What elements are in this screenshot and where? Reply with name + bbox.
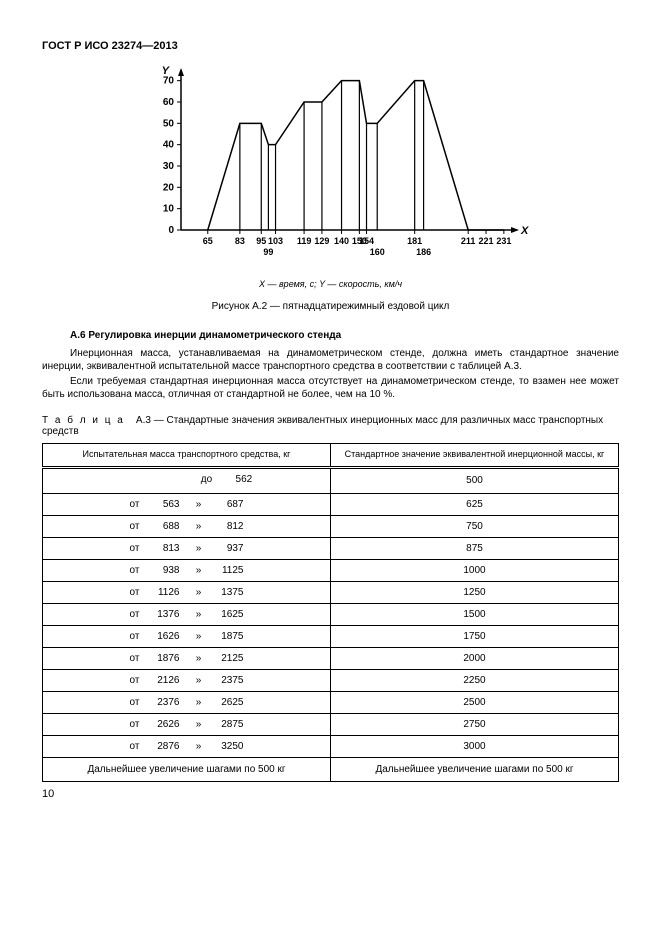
col-header-2: Стандартное значение эквивалентной инерц… xyxy=(331,444,619,468)
table-row: от1626»18751750 xyxy=(43,625,619,647)
paragraph-2: Если требуемая стандартная инерционная м… xyxy=(42,375,619,401)
range-cell: от1126»1375 xyxy=(43,581,331,603)
svg-text:0: 0 xyxy=(168,225,174,236)
col-header-1: Испытательная масса транспортного средст… xyxy=(43,444,331,468)
svg-text:99: 99 xyxy=(263,247,273,257)
paragraph-1: Инерционная масса, устанавливаемая на ди… xyxy=(42,347,619,373)
svg-text:129: 129 xyxy=(314,236,329,246)
svg-text:221: 221 xyxy=(478,236,493,246)
table-row: от2626»28752750 xyxy=(43,713,619,735)
range-cell: от2126»2375 xyxy=(43,669,331,691)
chart-container: YX01020304050607065839510311912914015015… xyxy=(42,60,619,273)
svg-text:211: 211 xyxy=(460,236,475,246)
value-cell: 2500 xyxy=(331,691,619,713)
value-cell: 1750 xyxy=(331,625,619,647)
page-number: 10 xyxy=(42,788,619,800)
table-row: от2876»32503000 xyxy=(43,735,619,757)
svg-text:154: 154 xyxy=(358,236,373,246)
range-cell: от938»1125 xyxy=(43,559,331,581)
document-header: ГОСТ Р ИСО 23274—2013 xyxy=(42,40,619,52)
section-heading: А.6 Регулировка инерции динамометрическо… xyxy=(70,330,619,341)
range-cell: от2376»2625 xyxy=(43,691,331,713)
range-cell: от1626»1875 xyxy=(43,625,331,647)
svg-text:95: 95 xyxy=(256,236,266,246)
range-cell: до562 xyxy=(43,467,331,493)
range-cell: от2626»2875 xyxy=(43,713,331,735)
value-cell: 1250 xyxy=(331,581,619,603)
value-cell: 2250 xyxy=(331,669,619,691)
svg-text:X: X xyxy=(520,225,529,237)
footer-cell-right: Дальнейшее увеличение шагами по 500 кг xyxy=(331,757,619,781)
svg-text:160: 160 xyxy=(369,247,384,257)
value-cell: 1500 xyxy=(331,603,619,625)
table-header-row: Испытательная масса транспортного средст… xyxy=(43,444,619,468)
svg-text:231: 231 xyxy=(496,236,511,246)
axis-legend: X — время, с; Y — скорость, км/ч xyxy=(42,279,619,289)
svg-text:140: 140 xyxy=(334,236,349,246)
range-cell: от813»937 xyxy=(43,537,331,559)
table-row: от1126»13751250 xyxy=(43,581,619,603)
value-cell: 1000 xyxy=(331,559,619,581)
inertia-table: Испытательная масса транспортного средст… xyxy=(42,443,619,782)
svg-text:65: 65 xyxy=(202,236,212,246)
svg-text:186: 186 xyxy=(416,247,431,257)
table-row: до562500 xyxy=(43,467,619,493)
value-cell: 500 xyxy=(331,467,619,493)
figure-caption: Рисунок А.2 — пятнадцатирежимный ездовой… xyxy=(42,301,619,312)
svg-text:40: 40 xyxy=(162,140,174,151)
table-row: от1876»21252000 xyxy=(43,647,619,669)
range-cell: от688»812 xyxy=(43,515,331,537)
table-row: от2376»26252500 xyxy=(43,691,619,713)
svg-text:10: 10 xyxy=(162,204,174,215)
table-row: от813»937875 xyxy=(43,537,619,559)
value-cell: 2000 xyxy=(331,647,619,669)
svg-text:20: 20 xyxy=(162,182,174,193)
svg-text:83: 83 xyxy=(234,236,244,246)
svg-text:181: 181 xyxy=(407,236,422,246)
table-row: от2126»23752250 xyxy=(43,669,619,691)
range-cell: от563»687 xyxy=(43,493,331,515)
range-cell: от1376»1625 xyxy=(43,603,331,625)
svg-text:103: 103 xyxy=(268,236,283,246)
svg-text:70: 70 xyxy=(162,76,174,87)
table-caption-rest: А.3 — Стандартные значения эквивалентных… xyxy=(42,415,603,437)
range-cell: от1876»2125 xyxy=(43,647,331,669)
svg-text:30: 30 xyxy=(162,161,174,172)
value-cell: 3000 xyxy=(331,735,619,757)
table-row: от563»687625 xyxy=(43,493,619,515)
footer-cell-left: Дальнейшее увеличение шагами по 500 кг xyxy=(43,757,331,781)
drive-cycle-chart: YX01020304050607065839510311912914015015… xyxy=(131,60,531,270)
table-row: от938»11251000 xyxy=(43,559,619,581)
svg-text:119: 119 xyxy=(296,236,311,246)
svg-text:50: 50 xyxy=(162,118,174,129)
table-row: от688»812750 xyxy=(43,515,619,537)
value-cell: 750 xyxy=(331,515,619,537)
table-caption: Т а б л и ц а А.3 — Стандартные значения… xyxy=(42,415,619,437)
table-footer-row: Дальнейшее увеличение шагами по 500 кг Д… xyxy=(43,757,619,781)
range-cell: от2876»3250 xyxy=(43,735,331,757)
svg-text:60: 60 xyxy=(162,97,174,108)
value-cell: 2750 xyxy=(331,713,619,735)
table-caption-lead: Т а б л и ц а xyxy=(42,415,125,426)
value-cell: 625 xyxy=(331,493,619,515)
value-cell: 875 xyxy=(331,537,619,559)
table-row: от1376»16251500 xyxy=(43,603,619,625)
